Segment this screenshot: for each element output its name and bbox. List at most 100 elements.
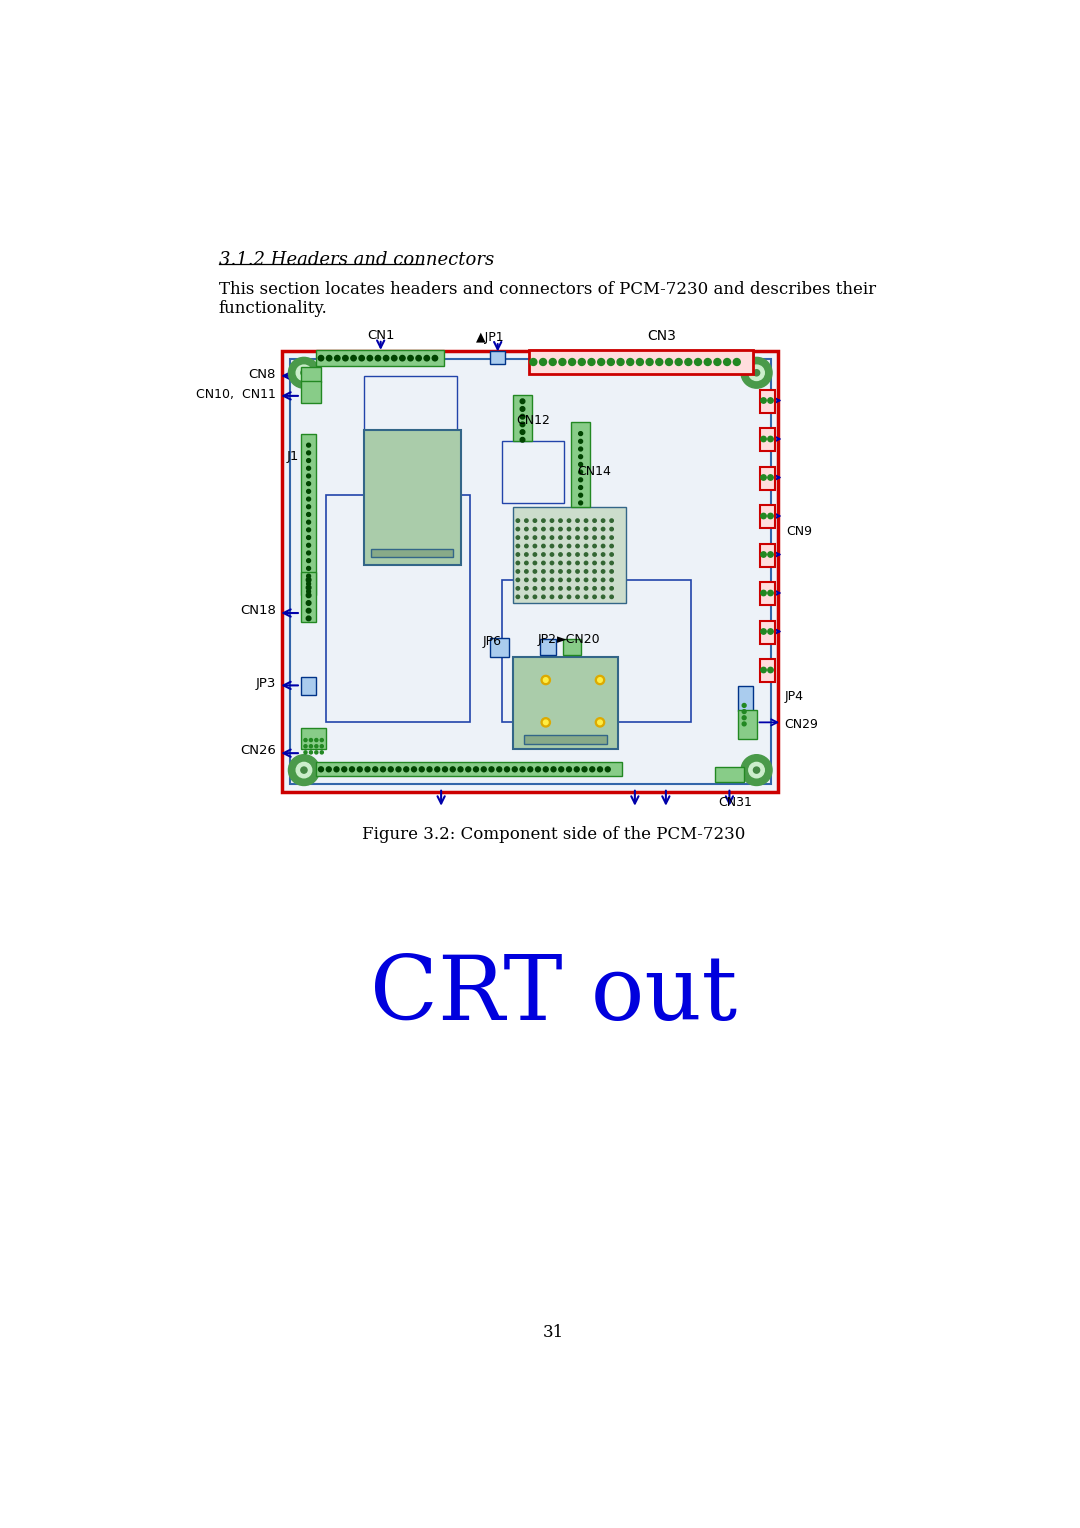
Circle shape	[576, 520, 579, 523]
Circle shape	[307, 544, 311, 547]
Circle shape	[482, 767, 486, 772]
Circle shape	[656, 359, 663, 365]
Circle shape	[768, 630, 773, 634]
Bar	[759, 466, 775, 490]
Circle shape	[576, 536, 579, 539]
Circle shape	[536, 767, 540, 772]
Bar	[301, 367, 321, 382]
Circle shape	[694, 359, 702, 365]
Circle shape	[579, 478, 582, 481]
Circle shape	[558, 767, 564, 772]
Text: JP6: JP6	[482, 636, 501, 648]
Circle shape	[610, 594, 613, 599]
Circle shape	[595, 675, 605, 685]
Circle shape	[760, 437, 766, 442]
Circle shape	[534, 520, 537, 523]
Circle shape	[685, 359, 692, 365]
Circle shape	[584, 578, 588, 582]
Circle shape	[558, 536, 563, 539]
Circle shape	[768, 668, 773, 672]
Bar	[759, 506, 775, 529]
Circle shape	[326, 356, 332, 361]
Circle shape	[576, 561, 579, 565]
Circle shape	[534, 578, 537, 582]
Circle shape	[307, 575, 311, 578]
Circle shape	[288, 358, 320, 388]
Circle shape	[579, 494, 582, 497]
Circle shape	[584, 536, 588, 539]
Circle shape	[602, 527, 605, 530]
Circle shape	[525, 536, 528, 539]
Circle shape	[543, 678, 548, 683]
Circle shape	[579, 440, 582, 443]
Circle shape	[741, 358, 772, 388]
Circle shape	[610, 520, 613, 523]
Circle shape	[602, 561, 605, 565]
Bar	[759, 659, 775, 683]
Circle shape	[714, 359, 721, 365]
Circle shape	[516, 587, 519, 590]
Circle shape	[550, 536, 554, 539]
Circle shape	[380, 767, 386, 772]
Bar	[513, 396, 531, 442]
Bar	[529, 350, 754, 374]
Circle shape	[307, 616, 311, 620]
Circle shape	[768, 475, 773, 480]
Circle shape	[576, 587, 579, 590]
Circle shape	[542, 520, 545, 523]
Circle shape	[321, 744, 323, 747]
Circle shape	[558, 527, 563, 530]
Circle shape	[550, 594, 554, 599]
Text: CN1: CN1	[367, 329, 394, 342]
Circle shape	[602, 544, 605, 547]
Text: CN26: CN26	[240, 744, 276, 758]
Circle shape	[534, 570, 537, 573]
Circle shape	[525, 520, 528, 523]
Circle shape	[582, 767, 588, 772]
Circle shape	[576, 570, 579, 573]
Circle shape	[307, 582, 311, 585]
Circle shape	[314, 738, 318, 741]
Circle shape	[351, 356, 356, 361]
Bar	[501, 442, 564, 503]
Circle shape	[593, 520, 596, 523]
Circle shape	[567, 527, 570, 530]
Bar	[316, 762, 622, 776]
Circle shape	[584, 553, 588, 556]
Circle shape	[542, 536, 545, 539]
Circle shape	[593, 594, 596, 599]
Circle shape	[579, 501, 582, 504]
Text: JP3: JP3	[256, 677, 276, 689]
Circle shape	[768, 590, 773, 596]
Circle shape	[542, 544, 545, 547]
Circle shape	[768, 437, 773, 442]
Circle shape	[307, 466, 311, 471]
Circle shape	[593, 553, 596, 556]
Text: CN12: CN12	[516, 414, 550, 426]
Circle shape	[576, 553, 579, 556]
Circle shape	[575, 767, 579, 772]
Circle shape	[307, 536, 311, 539]
Circle shape	[516, 527, 519, 530]
Text: CN9: CN9	[786, 526, 812, 538]
Circle shape	[760, 513, 766, 518]
Circle shape	[307, 520, 311, 524]
Circle shape	[516, 536, 519, 539]
Circle shape	[307, 458, 311, 463]
Circle shape	[576, 578, 579, 582]
Bar	[291, 359, 770, 784]
Circle shape	[559, 359, 566, 365]
Circle shape	[550, 544, 554, 547]
Circle shape	[558, 594, 563, 599]
Bar	[513, 507, 625, 604]
Circle shape	[307, 590, 311, 593]
Circle shape	[550, 527, 554, 530]
Circle shape	[516, 594, 519, 599]
Bar	[301, 434, 316, 596]
Circle shape	[489, 767, 494, 772]
Circle shape	[595, 718, 605, 727]
Circle shape	[646, 359, 653, 365]
Bar	[282, 351, 779, 792]
Circle shape	[307, 504, 311, 509]
Circle shape	[396, 767, 401, 772]
